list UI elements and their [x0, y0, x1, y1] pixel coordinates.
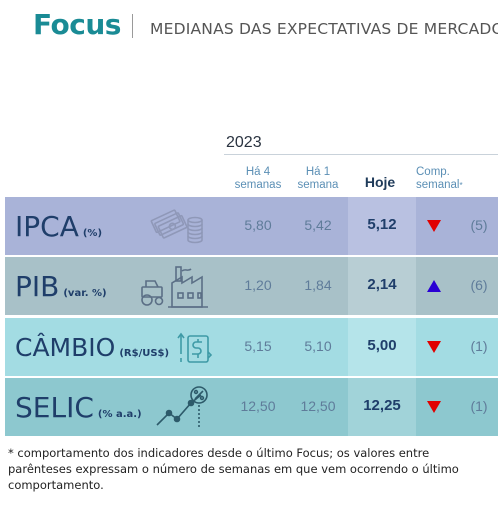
col-header-today: Hoje — [364, 174, 396, 190]
col-header-weekly-line2: semanal — [416, 179, 460, 191]
today-highlight — [348, 257, 416, 315]
streak-count: (5) — [470, 217, 488, 233]
trend-up-icon — [427, 280, 441, 292]
value-4-weeks: 1,20 — [244, 277, 272, 293]
col-header-1-week-line1: Há 1 — [305, 166, 331, 178]
factory-tractor-icon — [138, 263, 218, 314]
money-stack-icon — [150, 206, 206, 253]
col-header-1-week-line2: semana — [297, 179, 339, 191]
trend-down-icon — [427, 220, 441, 232]
value-today: 12,25 — [363, 397, 401, 414]
streak-count: (1) — [470, 398, 488, 414]
indicator-unit: (var. %) — [63, 288, 107, 299]
value-1-week: 5,42 — [304, 217, 332, 233]
streak-count: (6) — [470, 277, 488, 293]
value-4-weeks: 5,80 — [244, 217, 272, 233]
table-row-ipca: IPCA (%) 5,80 5,42 5,12 (5) — [5, 197, 498, 255]
value-today: 2,14 — [367, 276, 397, 293]
value-4-weeks: 5,15 — [244, 338, 272, 354]
trend-down-icon — [427, 401, 441, 413]
indicator-name: CÂMBIO — [15, 333, 116, 362]
indicator-label: CÂMBIO (R$/US$) — [15, 333, 169, 362]
percent-chart-icon — [153, 383, 213, 436]
col-header-weekly: Comp. semanal* — [416, 166, 476, 192]
streak-count: (1) — [470, 338, 488, 354]
col-header-4-weeks-line1: Há 4 — [245, 166, 271, 178]
table-row-cambio: CÂMBIO (R$/US$) 5,15 5,10 5,00 (1) — [5, 318, 498, 376]
dollar-exchange-icon — [175, 330, 213, 371]
indicator-unit: (% a.a.) — [97, 409, 142, 420]
indicator-label: PIB (var. %) — [15, 270, 107, 303]
year-underline — [224, 154, 498, 155]
value-4-weeks: 12,50 — [240, 398, 276, 414]
table-row-selic: SELIC (% a.a.) 12,50 12,50 12,25 (1) — [5, 378, 498, 436]
header-subtitle: MEDIANAS DAS EXPECTATIVAS DE MERCADO — [150, 20, 498, 38]
col-header-weekly-line1: Comp. — [416, 166, 450, 178]
indicator-name: SELIC — [15, 391, 94, 424]
trend-down-icon — [427, 341, 441, 353]
value-1-week: 1,84 — [304, 277, 332, 293]
indicator-label: SELIC (% a.a.) — [15, 391, 142, 424]
table-row-pib: PIB (var. %) 1,20 1,84 2,14 (6) — [5, 257, 498, 315]
value-today: 5,12 — [367, 216, 397, 233]
indicator-name: IPCA — [15, 210, 79, 243]
today-highlight — [348, 318, 416, 376]
today-highlight — [348, 378, 416, 436]
col-header-weekly-mark: * — [459, 181, 463, 190]
indicator-unit: (%) — [82, 228, 103, 239]
brand-title: Focus — [33, 8, 121, 41]
footnote: * comportamento dos indicadores desde o … — [8, 446, 459, 492]
header-divider — [132, 14, 133, 38]
value-1-week: 12,50 — [300, 398, 336, 414]
indicator-name: PIB — [15, 270, 60, 303]
col-header-4-weeks-line2: semanas — [234, 179, 282, 191]
value-1-week: 5,10 — [304, 338, 332, 354]
col-header-4-weeks: Há 4 semanas — [228, 166, 288, 192]
value-today: 5,00 — [367, 337, 397, 354]
header: Focus MEDIANAS DAS EXPECTATIVAS DE MERCA… — [0, 0, 498, 50]
year-label: 2023 — [226, 134, 262, 151]
indicator-unit: (R$/US$) — [119, 348, 170, 359]
indicator-label: IPCA (%) — [15, 210, 102, 243]
col-header-1-week: Há 1 semana — [291, 166, 345, 192]
today-highlight — [348, 197, 416, 255]
